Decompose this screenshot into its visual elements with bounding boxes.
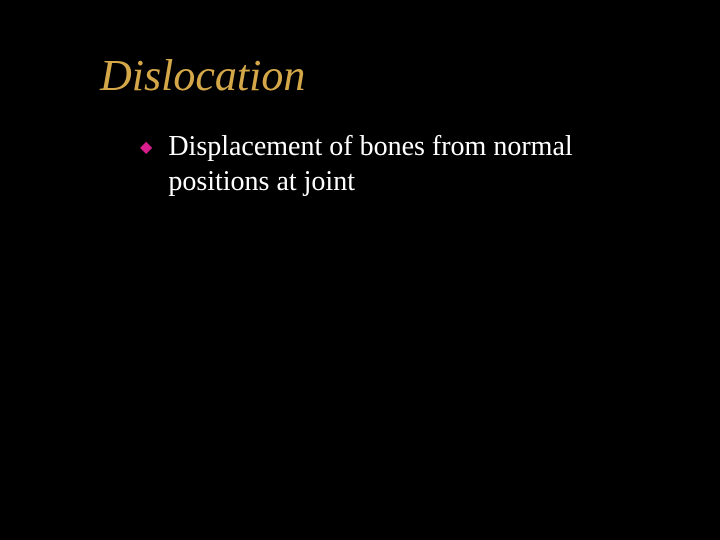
- bullet-list: ◆ Displacement of bones from normal posi…: [100, 129, 660, 199]
- bullet-item: ◆ Displacement of bones from normal posi…: [140, 129, 660, 199]
- slide-container: Dislocation ◆ Displacement of bones from…: [0, 0, 720, 540]
- slide-title: Dislocation: [100, 50, 660, 101]
- bullet-text: Displacement of bones from normal positi…: [168, 129, 660, 199]
- bullet-marker-icon: ◆: [140, 137, 152, 157]
